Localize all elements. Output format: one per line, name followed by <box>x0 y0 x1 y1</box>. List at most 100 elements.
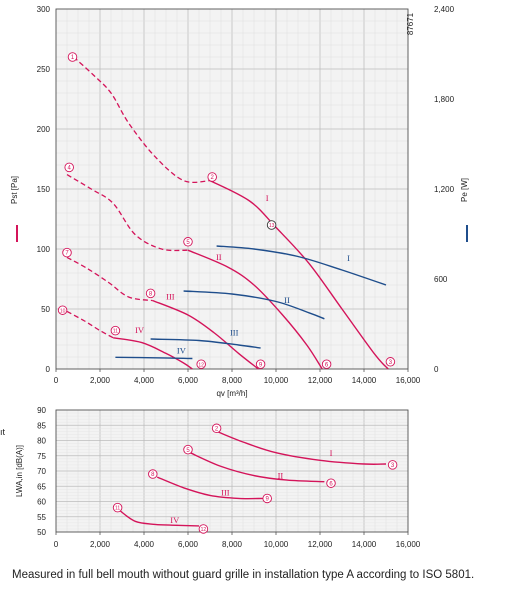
bottom-operating-point-3: 3 <box>387 460 398 470</box>
top-operating-point-1-circle <box>67 52 78 62</box>
bottom-y-tick-label: 85 <box>37 421 46 430</box>
bottom-x-tick-label: 16,000 <box>396 540 421 549</box>
pressure-line-I <box>209 179 389 370</box>
top-x-tick-label: 6,000 <box>178 376 199 385</box>
bottom-y-tick-label: 65 <box>37 482 46 491</box>
bottom-operating-point-5-label: 5 <box>186 448 190 454</box>
top-x-tick-label: 14,000 <box>352 376 377 385</box>
top-y-left-tick-label: 250 <box>37 65 51 74</box>
top-operating-point-3: 3 <box>385 357 396 367</box>
bottom-operating-point-12-label: 12 <box>201 527 207 533</box>
top-y-left-tick-label: 100 <box>37 245 51 254</box>
bottom-y-tick-label: 90 <box>37 406 46 415</box>
figure-id: 87671 <box>406 12 415 35</box>
top-operating-point-4-circle <box>64 162 74 173</box>
top-operating-point-8-label: 8 <box>149 292 153 298</box>
top-operating-point-13-circle <box>266 220 277 230</box>
clipped-left-text: ıt <box>0 427 6 437</box>
bottom-y-tick-label: 75 <box>37 452 46 461</box>
bottom-x-tick-label: 0 <box>54 540 59 549</box>
bottom-x-tick-label: 14,000 <box>352 540 377 549</box>
top-x-tick-label: 2,000 <box>90 376 111 385</box>
pressure-stall-line-IV <box>66 310 114 339</box>
top-y-left-tick-label: 0 <box>46 365 51 374</box>
power-line-IV <box>115 356 193 360</box>
top-operating-point-2: 2 <box>207 172 217 182</box>
bottom-operating-point-8-label: 8 <box>151 472 155 478</box>
bottom-operating-point-2-label: 2 <box>215 426 219 432</box>
top-operating-point-9: 9 <box>255 359 266 369</box>
bottom-x-tick-label: 8,000 <box>222 540 243 549</box>
pressure-stall-line-III <box>66 256 153 302</box>
top-operating-point-9-circle <box>255 359 266 369</box>
top-series-label: I <box>266 193 269 203</box>
bottom-y-axis-label: LWA,in [dB(A)] <box>15 445 24 497</box>
top-operating-point-2-circle <box>207 172 217 182</box>
sound-line-IV <box>119 510 200 527</box>
pressure-line-III <box>152 299 259 370</box>
bottom-operating-point-2: 2 <box>211 423 222 434</box>
top-operating-point-12-label: 12 <box>198 362 204 368</box>
top-x-tick-label: 4,000 <box>134 376 155 385</box>
bottom-operating-point-5: 5 <box>183 444 193 455</box>
top-x-tick-label: 16,000 <box>396 376 421 385</box>
bottom-operating-point-8: 8 <box>148 469 158 479</box>
top-operating-point-6: 6 <box>321 359 332 369</box>
footnote: Measured in full bell mouth without guar… <box>12 569 475 581</box>
sound-line-II <box>189 452 325 483</box>
top-series-label: II <box>216 252 222 262</box>
bottom-x-tick-label: 6,000 <box>178 540 199 549</box>
top-y-left-tick-label: 200 <box>37 125 51 134</box>
bottom-x-tick-label: 10,000 <box>264 540 289 549</box>
top-operating-point-4-label: 4 <box>68 166 72 172</box>
top-y-left-tick-label: 300 <box>37 5 51 14</box>
bottom-operating-point-6: 6 <box>326 478 336 488</box>
bottom-y-tick-label: 70 <box>37 467 46 476</box>
top-y-right-axis-label: Pe [W] <box>460 178 469 202</box>
top-x-tick-label: 12,000 <box>308 376 333 385</box>
top-operating-point-6-circle <box>321 359 332 369</box>
top-operating-point-6-label: 6 <box>325 362 329 368</box>
top-series-label: III <box>166 291 175 301</box>
top-operating-point-7: 7 <box>62 247 72 258</box>
top-operating-point-10: 10 <box>57 305 68 315</box>
top-operating-point-10-label: 10 <box>60 308 66 314</box>
top-series-label: IV <box>177 345 187 355</box>
bottom-operating-point-9-label: 9 <box>266 497 270 503</box>
top-y-right-tick-label: 0 <box>434 365 439 374</box>
top-operating-point-2-label: 2 <box>211 175 215 181</box>
bottom-operating-point-6-circle <box>326 478 336 488</box>
top-series-label: III <box>230 327 239 337</box>
bottom-operating-point-2-circle <box>211 423 222 434</box>
bottom-series-label: I <box>330 448 333 458</box>
top-operating-point-13-label: 13 <box>269 223 275 229</box>
top-operating-point-11: 11 <box>110 325 121 336</box>
top-x-tick-label: 10,000 <box>264 376 289 385</box>
bottom-series-label: IV <box>170 515 180 525</box>
bottom-y-tick-label: 80 <box>37 437 46 446</box>
bottom-series-label: II <box>278 471 284 481</box>
top-operating-point-10-circle <box>57 305 68 315</box>
top-y-left-axis-label: Pst [Pa] <box>10 176 19 204</box>
bottom-operating-point-9: 9 <box>262 493 272 504</box>
bottom-y-tick-label: 55 <box>37 513 46 522</box>
top-y-right-tick-label: 2,400 <box>434 5 455 14</box>
top-operating-point-3-circle <box>385 357 396 367</box>
top-series-label: IV <box>135 325 145 335</box>
top-series-label: I <box>347 253 350 263</box>
top-operating-point-5: 5 <box>183 237 193 247</box>
bottom-operating-point-11-circle <box>112 502 123 513</box>
bottom-y-tick-label: 50 <box>37 528 46 537</box>
top-operating-point-7-circle <box>62 247 72 258</box>
top-operating-point-7-label: 7 <box>65 251 69 257</box>
top-operating-point-9-label: 9 <box>259 362 263 368</box>
sound-power-chart: 0 2,000 4,000 6,000 8,000 10,000 12,000 14,000 1… <box>15 406 421 549</box>
bottom-operating-point-12: 12 <box>198 524 209 534</box>
top-operating-point-4: 4 <box>64 162 74 173</box>
bottom-x-tick-label: 2,000 <box>90 540 111 549</box>
power-line-I <box>216 245 387 286</box>
top-y-right-tick-label: 600 <box>434 275 448 284</box>
bottom-operating-point-11-label: 11 <box>115 506 120 512</box>
top-operating-point-11-circle <box>110 325 121 336</box>
